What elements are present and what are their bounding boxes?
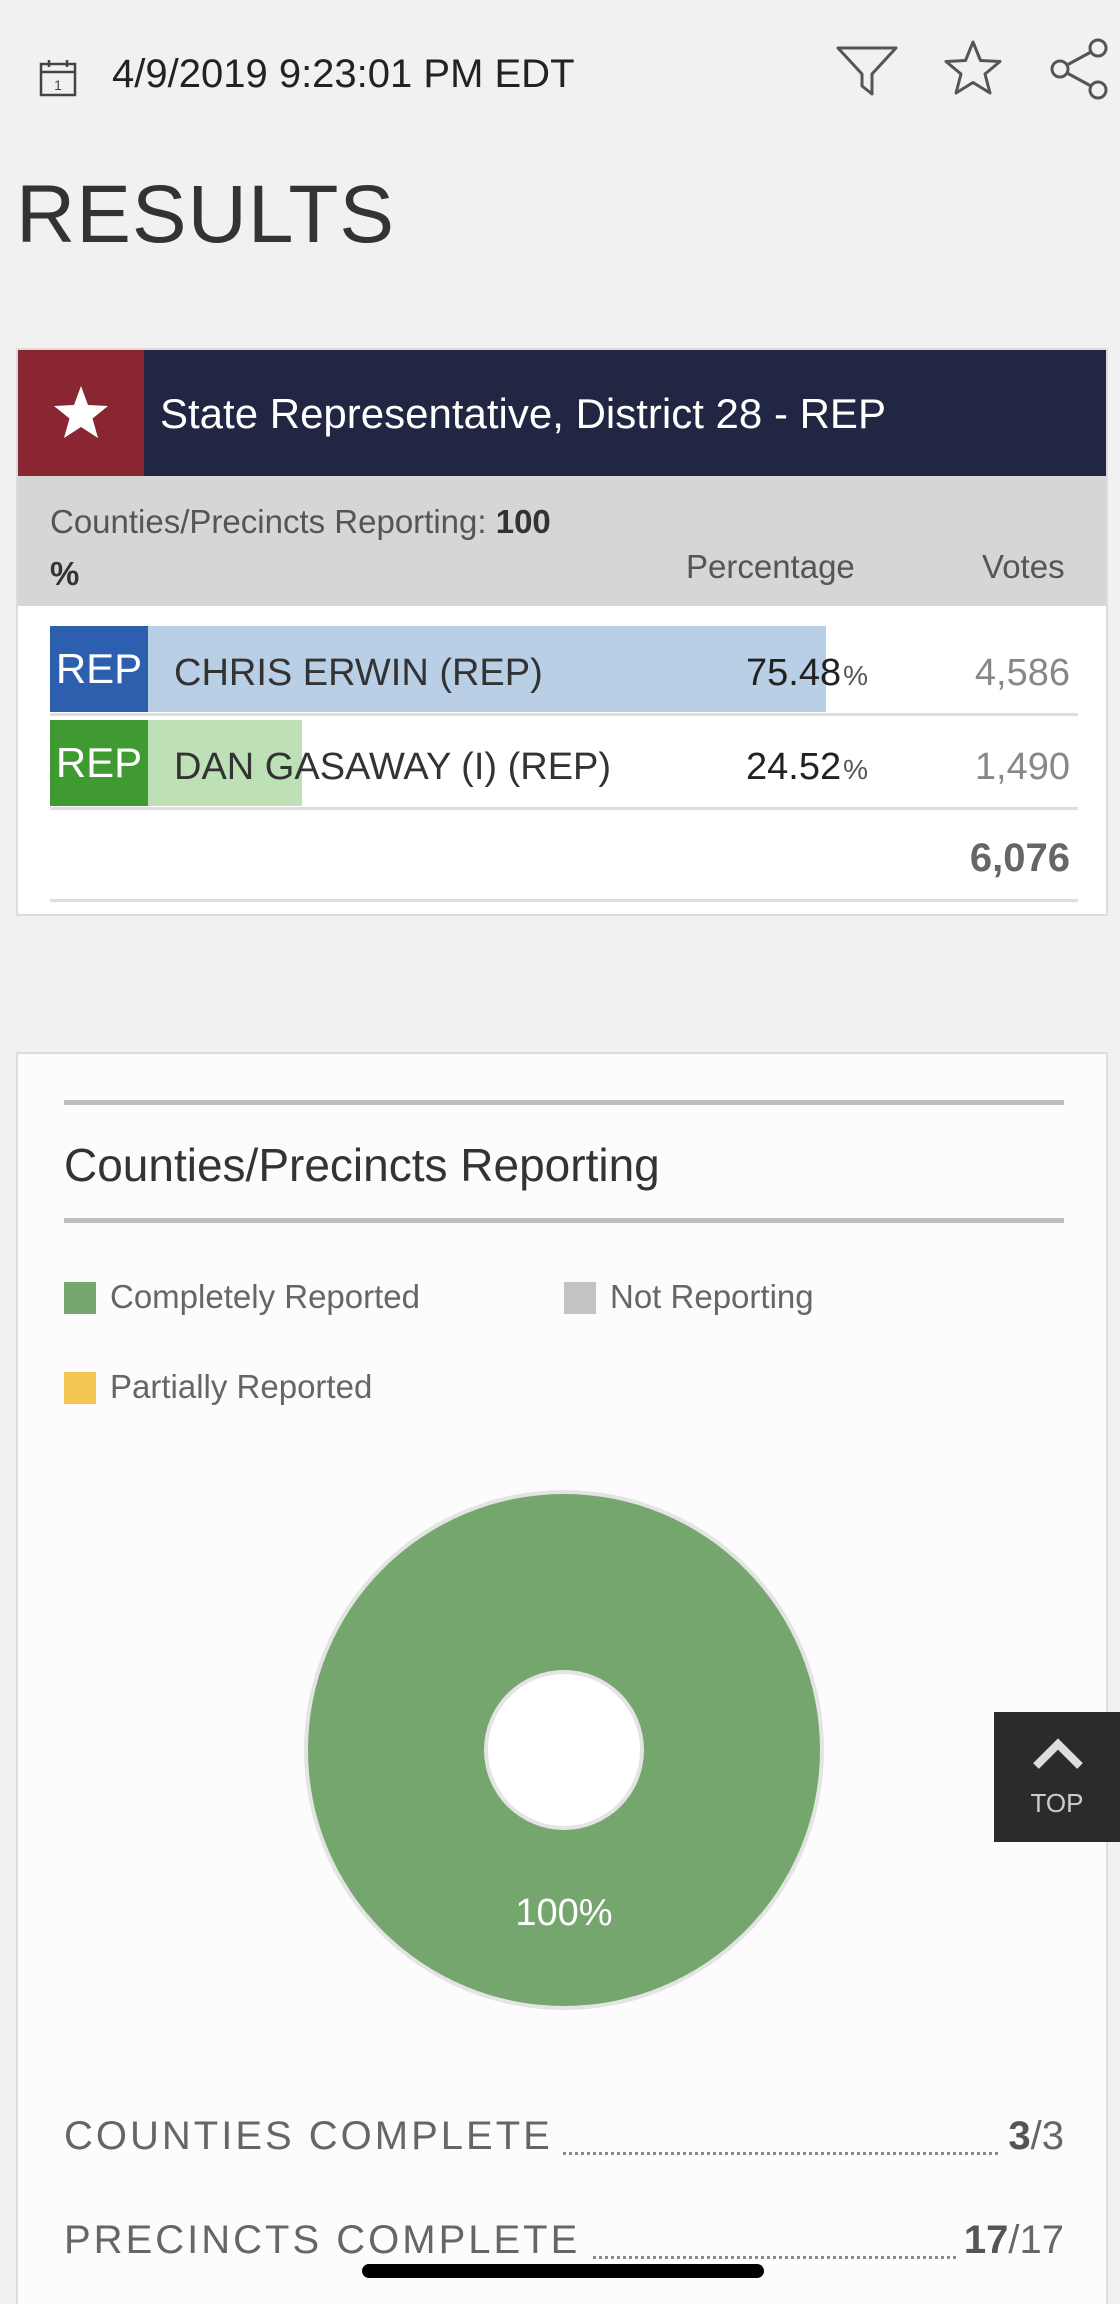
reporting-unit: %: [50, 555, 80, 592]
counties-complete-row: COUNTIES COMPLETE 3/3: [64, 2114, 1064, 2174]
percentage-column-header: Percentage: [686, 548, 855, 585]
stat-value: 3/3: [1000, 2114, 1064, 2159]
party-badge: REP: [50, 720, 148, 806]
reporting-summary: Counties/Precincts Reporting: 100 %: [50, 496, 640, 600]
chevron-up-icon: [1033, 1738, 1083, 1769]
party-badge: REP: [50, 626, 148, 712]
legend-swatch: [64, 1372, 96, 1404]
stat-label: COUNTIES COMPLETE: [64, 2114, 563, 2159]
vote-share-bar: [148, 720, 303, 806]
star-icon: [54, 386, 108, 438]
stat-label: PRECINCTS COMPLETE: [64, 2218, 591, 2263]
legend-swatch: [64, 1282, 96, 1314]
reporting-label: Counties/Precincts Reporting:: [50, 503, 487, 540]
dotted-leader: [64, 2152, 1064, 2155]
precincts-complete-row: PRECINCTS COMPLETE 17/17: [64, 2218, 1064, 2278]
last-updated-timestamp: 4/9/2019 9:23:01 PM EDT: [112, 52, 575, 96]
legend-swatch: [564, 1282, 596, 1314]
vote-share-bar: [148, 626, 826, 712]
calendar-day: 1: [54, 77, 62, 93]
filter-icon[interactable]: [834, 36, 900, 102]
candidate-row[interactable]: REP CHRIS ERWIN (REP) 75.48% 4,586: [50, 626, 1078, 716]
calendar-icon: 1: [39, 60, 77, 97]
page-title: RESULTS: [16, 169, 396, 260]
candidate-percentage: 24.52%: [746, 746, 868, 788]
stat-value: 17/17: [955, 2218, 1064, 2263]
divider: [64, 1100, 1064, 1105]
donut-hole: [488, 1674, 640, 1826]
total-votes: 6,076: [969, 836, 1070, 880]
top-button-label: TOP: [1030, 1788, 1084, 1818]
race-header: State Representative, District 28 - REP: [18, 350, 1106, 476]
total-votes-row: 6,076: [50, 812, 1078, 902]
scroll-to-top-button[interactable]: TOP: [994, 1712, 1120, 1842]
votes-column-header: Votes: [982, 548, 1065, 585]
race-title: State Representative, District 28 - REP: [160, 390, 886, 437]
race-results-card: State Representative, District 28 - REP …: [16, 348, 1108, 916]
reporting-donut-chart: [304, 1490, 824, 2010]
candidate-votes: 1,490: [974, 746, 1070, 788]
results-column-header: Counties/Precincts Reporting: 100 % Perc…: [18, 476, 1106, 606]
candidate-percentage: 75.48%: [746, 652, 868, 694]
candidate-votes: 4,586: [974, 652, 1070, 694]
section-title: Counties/Precincts Reporting: [64, 1139, 660, 1191]
share-icon[interactable]: [1046, 36, 1112, 102]
candidate-row[interactable]: REP DAN GASAWAY (I) (REP) 24.52% 1,490: [50, 720, 1078, 810]
home-indicator: [362, 2264, 764, 2278]
reporting-value: 100: [495, 503, 551, 540]
star-icon[interactable]: [940, 36, 1006, 102]
favorite-race-button[interactable]: [18, 350, 144, 476]
candidate-name: DAN GASAWAY (I) (REP): [174, 746, 612, 788]
divider: [64, 1218, 1064, 1223]
top-bar: 1 4/9/2019 9:23:01 PM EDT: [0, 0, 1120, 160]
candidate-name: CHRIS ERWIN (REP): [174, 652, 543, 694]
donut-percentage-label: 100%: [515, 1892, 613, 1934]
reporting-status-card: Counties/Precincts Reporting Completely …: [16, 1052, 1108, 2304]
